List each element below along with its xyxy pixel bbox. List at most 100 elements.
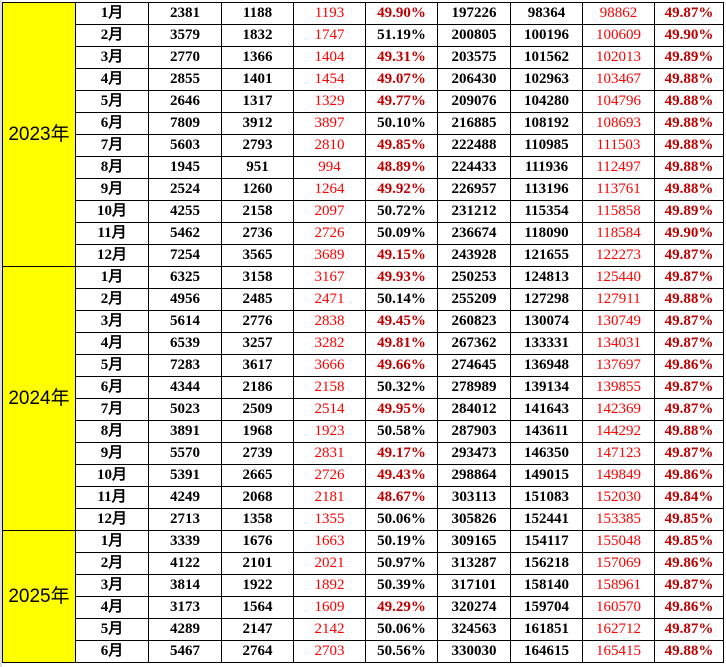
value-cell[interactable]: 49.88%	[654, 640, 724, 663]
value-cell[interactable]: 303113	[437, 486, 511, 509]
value-cell[interactable]: 7809	[148, 112, 222, 135]
value-cell[interactable]: 49.77%	[365, 90, 438, 113]
value-cell[interactable]: 5614	[148, 310, 222, 333]
value-cell[interactable]: 49.88%	[654, 288, 724, 311]
value-cell[interactable]: 49.87%	[654, 244, 724, 267]
value-cell[interactable]: 51.19%	[365, 24, 438, 47]
value-cell[interactable]: 158140	[510, 574, 583, 597]
value-cell[interactable]: 127911	[582, 288, 655, 311]
value-cell[interactable]: 122273	[582, 244, 655, 267]
value-cell[interactable]: 134031	[582, 332, 655, 355]
value-cell[interactable]: 1329	[293, 90, 366, 113]
value-cell[interactable]: 2514	[293, 398, 366, 421]
month-cell[interactable]: 3月	[75, 574, 149, 597]
value-cell[interactable]: 1260	[221, 178, 294, 201]
value-cell[interactable]: 1404	[293, 46, 366, 69]
value-cell[interactable]: 143611	[510, 420, 583, 443]
month-cell[interactable]: 8月	[75, 156, 149, 179]
value-cell[interactable]: 136948	[510, 354, 583, 377]
value-cell[interactable]: 2736	[221, 222, 294, 245]
value-cell[interactable]: 2665	[221, 464, 294, 487]
month-cell[interactable]: 4月	[75, 68, 149, 91]
value-cell[interactable]: 49.87%	[654, 376, 724, 399]
value-cell[interactable]: 50.97%	[365, 552, 438, 575]
value-cell[interactable]: 250253	[437, 266, 511, 289]
value-cell[interactable]: 137697	[582, 354, 655, 377]
value-cell[interactable]: 158961	[582, 574, 655, 597]
value-cell[interactable]: 313287	[437, 552, 511, 575]
value-cell[interactable]: 2776	[221, 310, 294, 333]
value-cell[interactable]: 1676	[221, 530, 294, 553]
value-cell[interactable]: 4122	[148, 552, 222, 575]
value-cell[interactable]: 156218	[510, 552, 583, 575]
value-cell[interactable]: 149015	[510, 464, 583, 487]
value-cell[interactable]: 209076	[437, 90, 511, 113]
value-cell[interactable]: 49.86%	[654, 354, 724, 377]
value-cell[interactable]: 111936	[510, 156, 583, 179]
month-cell[interactable]: 5月	[75, 90, 149, 113]
value-cell[interactable]: 3257	[221, 332, 294, 355]
value-cell[interactable]: 49.88%	[654, 134, 724, 157]
month-cell[interactable]: 7月	[75, 398, 149, 421]
value-cell[interactable]: 159704	[510, 596, 583, 619]
value-cell[interactable]: 108693	[582, 112, 655, 135]
value-cell[interactable]: 49.87%	[654, 618, 724, 641]
value-cell[interactable]: 141643	[510, 398, 583, 421]
value-cell[interactable]: 1454	[293, 68, 366, 91]
value-cell[interactable]: 50.09%	[365, 222, 438, 245]
value-cell[interactable]: 112497	[582, 156, 655, 179]
value-cell[interactable]: 49.31%	[365, 46, 438, 69]
value-cell[interactable]: 1832	[221, 24, 294, 47]
value-cell[interactable]: 100196	[510, 24, 583, 47]
value-cell[interactable]: 146350	[510, 442, 583, 465]
value-cell[interactable]: 49.81%	[365, 332, 438, 355]
value-cell[interactable]: 144292	[582, 420, 655, 443]
value-cell[interactable]: 125440	[582, 266, 655, 289]
value-cell[interactable]: 49.88%	[654, 420, 724, 443]
value-cell[interactable]: 100609	[582, 24, 655, 47]
value-cell[interactable]: 115858	[582, 200, 655, 223]
value-cell[interactable]: 4344	[148, 376, 222, 399]
value-cell[interactable]: 1358	[221, 508, 294, 531]
value-cell[interactable]: 1193	[293, 2, 366, 25]
value-cell[interactable]: 2646	[148, 90, 222, 113]
value-cell[interactable]: 255209	[437, 288, 511, 311]
value-cell[interactable]: 49.88%	[654, 156, 724, 179]
value-cell[interactable]: 154117	[510, 530, 583, 553]
value-cell[interactable]: 236674	[437, 222, 511, 245]
month-cell[interactable]: 6月	[75, 112, 149, 135]
value-cell[interactable]: 49.43%	[365, 464, 438, 487]
value-cell[interactable]: 49.87%	[654, 442, 724, 465]
value-cell[interactable]: 104280	[510, 90, 583, 113]
value-cell[interactable]: 298864	[437, 464, 511, 487]
value-cell[interactable]: 3173	[148, 596, 222, 619]
value-cell[interactable]: 287903	[437, 420, 511, 443]
value-cell[interactable]: 49.90%	[654, 222, 724, 245]
value-cell[interactable]: 49.90%	[365, 2, 438, 25]
month-cell[interactable]: 10月	[75, 464, 149, 487]
value-cell[interactable]: 203575	[437, 46, 511, 69]
value-cell[interactable]: 49.90%	[654, 24, 724, 47]
value-cell[interactable]: 157069	[582, 552, 655, 575]
value-cell[interactable]: 3167	[293, 266, 366, 289]
value-cell[interactable]: 102013	[582, 46, 655, 69]
value-cell[interactable]: 4255	[148, 200, 222, 223]
value-cell[interactable]: 49.29%	[365, 596, 438, 619]
value-cell[interactable]: 50.56%	[365, 640, 438, 663]
value-cell[interactable]: 49.85%	[654, 530, 724, 553]
value-cell[interactable]: 7283	[148, 354, 222, 377]
value-cell[interactable]: 1663	[293, 530, 366, 553]
value-cell[interactable]: 49.87%	[654, 574, 724, 597]
value-cell[interactable]: 5467	[148, 640, 222, 663]
value-cell[interactable]: 994	[293, 156, 366, 179]
value-cell[interactable]: 3565	[221, 244, 294, 267]
value-cell[interactable]: 2158	[221, 200, 294, 223]
value-cell[interactable]: 1922	[221, 574, 294, 597]
value-cell[interactable]: 231212	[437, 200, 511, 223]
value-cell[interactable]: 951	[221, 156, 294, 179]
year-cell[interactable]: 2025年	[2, 530, 76, 663]
value-cell[interactable]: 5023	[148, 398, 222, 421]
month-cell[interactable]: 11月	[75, 222, 149, 245]
value-cell[interactable]: 153385	[582, 508, 655, 531]
value-cell[interactable]: 49.84%	[654, 486, 724, 509]
